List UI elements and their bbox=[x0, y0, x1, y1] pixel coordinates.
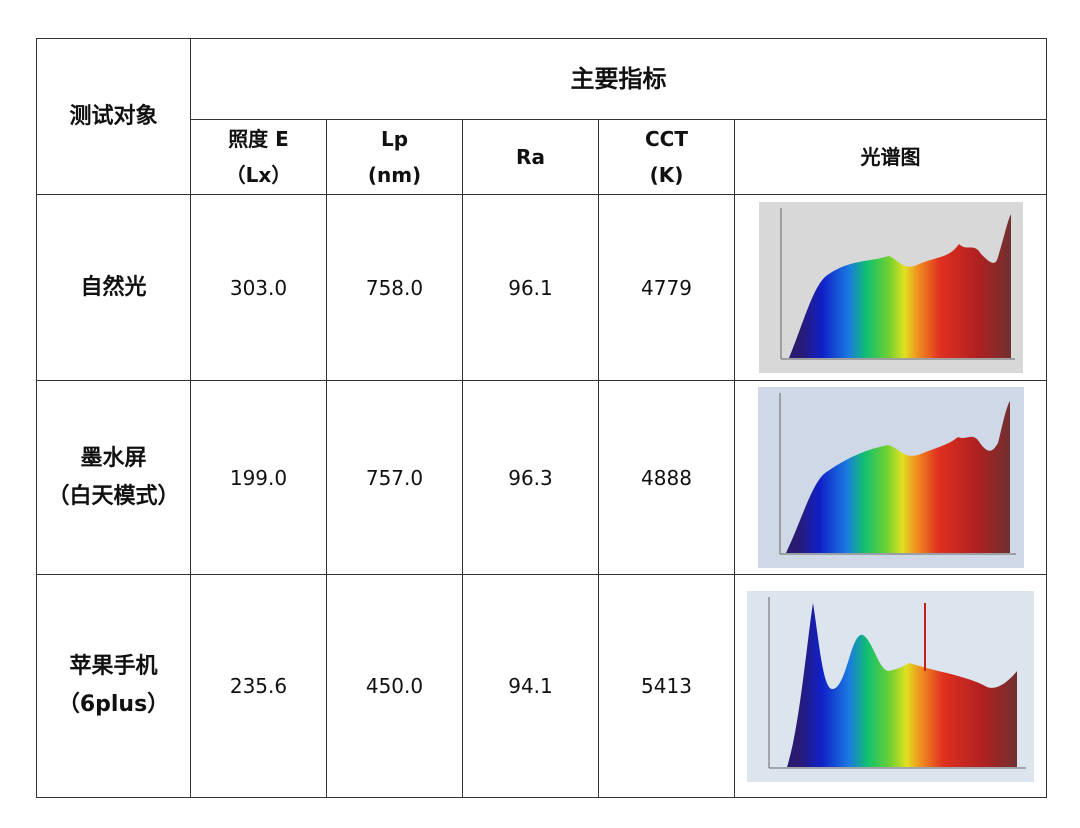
column-header: 照度 E bbox=[228, 127, 289, 151]
column-header: Lp bbox=[380, 127, 409, 151]
value-cell: 757.0 bbox=[326, 380, 463, 575]
column-header: (nm) bbox=[367, 163, 422, 187]
subject-cell: 苹果手机 （6plus） bbox=[36, 574, 191, 798]
value: 4779 bbox=[641, 275, 692, 300]
value: 758.0 bbox=[365, 275, 424, 300]
subject: 自然光 bbox=[80, 274, 147, 300]
spec-table: 测试对象 主要指标 照度 E （Lx） Lp (nm) Ra CCT (K) 光谱图 自然光 3… bbox=[36, 38, 1048, 798]
spectrum-image bbox=[747, 590, 1035, 782]
value: 4888 bbox=[641, 465, 692, 490]
value: 235.6 bbox=[229, 674, 288, 698]
row-header: 测试对象 bbox=[69, 103, 158, 129]
spectrum-cell bbox=[733, 380, 1048, 575]
column-header: (K) bbox=[649, 163, 684, 187]
value-cell: 758.0 bbox=[326, 194, 463, 381]
spectrum-area bbox=[785, 401, 1010, 553]
value: 199.0 bbox=[229, 465, 288, 490]
subject: 苹果手机 bbox=[69, 654, 158, 679]
data-row: 苹果手机 （6plus） 235.6 450.0 94.1 5413 bbox=[36, 574, 1048, 798]
value: 757.0 bbox=[365, 465, 424, 490]
value-cell: 235.6 bbox=[190, 574, 327, 798]
column-header: 光谱图 bbox=[860, 145, 921, 169]
value-cell: 199.0 bbox=[190, 380, 327, 575]
group-header: 主要指标 bbox=[570, 65, 667, 93]
spectrum-area bbox=[788, 214, 1011, 358]
value: 94.1 bbox=[508, 674, 553, 698]
value: 96.1 bbox=[508, 275, 553, 300]
subject-cell: 自然光 bbox=[36, 194, 191, 381]
column-header-cell: 照度 E （Lx） bbox=[190, 119, 327, 195]
spectrum-image bbox=[758, 202, 1023, 373]
column-header-row: 照度 E （Lx） Lp (nm) Ra CCT (K) 光谱图 bbox=[37, 119, 1048, 195]
value-cell: 4888 bbox=[598, 380, 735, 575]
column-header-cell: CCT (K) bbox=[598, 119, 735, 195]
column-header: CCT bbox=[645, 127, 688, 151]
value-cell: 303.0 bbox=[190, 194, 327, 381]
column-header-cell: 光谱图 bbox=[733, 119, 1048, 195]
value-cell: 94.1 bbox=[462, 574, 599, 798]
spectrum-cell bbox=[733, 574, 1048, 798]
value: 303.0 bbox=[229, 275, 288, 300]
column-header: Ra bbox=[516, 145, 545, 169]
subject: 墨水屏 bbox=[80, 445, 147, 471]
group-header-cell: 主要指标 bbox=[189, 38, 1048, 120]
column-header-cell: Lp (nm) bbox=[326, 119, 463, 195]
value: 96.3 bbox=[508, 465, 553, 490]
value-cell: 4779 bbox=[598, 194, 735, 381]
spectrum-area bbox=[787, 602, 1018, 767]
value-cell: 96.3 bbox=[462, 380, 599, 575]
column-header-cell: Ra bbox=[462, 119, 599, 195]
row-header-cell: 测试对象 bbox=[36, 38, 191, 195]
column-header: （Lx） bbox=[225, 163, 292, 187]
spectrum-image bbox=[757, 387, 1024, 568]
value-cell: 5413 bbox=[598, 574, 735, 798]
subject: （6plus） bbox=[57, 692, 170, 717]
value-cell: 450.0 bbox=[326, 574, 463, 798]
data-row: 自然光 303.0 758.0 96.1 4779 bbox=[36, 194, 1048, 381]
spectrum-cell bbox=[733, 194, 1048, 381]
subject: （白天模式） bbox=[47, 483, 180, 509]
data-row: 墨水屏 （白天模式） 199.0 757.0 96.3 4888 bbox=[36, 380, 1048, 575]
value: 5413 bbox=[641, 674, 692, 698]
value: 450.0 bbox=[365, 674, 424, 698]
value-cell: 96.1 bbox=[462, 194, 599, 381]
subject-cell: 墨水屏 （白天模式） bbox=[36, 380, 191, 575]
